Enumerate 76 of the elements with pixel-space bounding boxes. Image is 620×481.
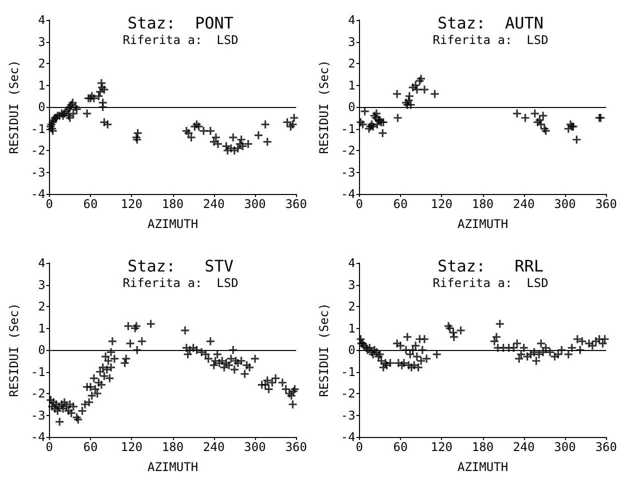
x-tick-label: 300 (244, 197, 266, 211)
x-tick-label: 120 (430, 440, 452, 454)
y-tick-label: 0 (348, 100, 356, 114)
y-tick-label: -2 (30, 386, 46, 400)
y-tick-label: -3 (30, 165, 46, 180)
y-tick-label: 1 (348, 78, 356, 92)
x-axis-title: AZIMUTH (147, 217, 198, 231)
x-tick-label: 180 (162, 440, 184, 454)
x-tick-label: 60 (393, 440, 408, 454)
chart-title: Staz: RRL (438, 256, 544, 276)
y-axis-title: RESIDUI (Sec) (7, 303, 21, 397)
x-tick-label: 300 (244, 440, 266, 454)
text: Riferita a: LSD (432, 276, 548, 290)
x-tick-label: 120 (120, 197, 142, 211)
y-tick-label: 2 (38, 300, 46, 314)
x-tick-label: 180 (472, 197, 494, 211)
y-tick-label: 0 (348, 343, 356, 357)
y-tick-label: 0 (38, 100, 46, 114)
y-tick-label: 2 (348, 300, 356, 314)
y-tick-label: 4 (348, 256, 356, 270)
x-tick-label: 60 (83, 197, 98, 211)
y-tick-label: -1 (30, 364, 46, 379)
chart-title: Staz: STV (128, 256, 234, 276)
y-tick-label: -1 (30, 122, 46, 136)
y-tick-label: 2 (38, 56, 46, 70)
y-tick-label: 1 (38, 321, 46, 336)
text: Riferita a: LSD (432, 33, 548, 47)
x-tick-label: 300 (554, 440, 576, 454)
y-tick-label: -3 (30, 408, 46, 422)
y-tick-label: 4 (348, 13, 356, 27)
x-tick-label: 180 (162, 197, 184, 211)
y-axis-title: RESIDUI (Sec) (317, 303, 331, 397)
y-tick-label: -4 (340, 430, 356, 444)
x-tick-label: 360 (595, 197, 618, 211)
x-tick-label: 360 (285, 440, 308, 454)
x-tick-label: 60 (393, 197, 408, 211)
y-tick-label: -1 (340, 364, 356, 379)
x-tick-label: 60 (83, 440, 98, 454)
x-tick-label: 360 (595, 440, 618, 454)
x-tick-label: 360 (285, 197, 308, 211)
chart-title: Staz: AUTN (438, 14, 544, 32)
y-axis-title: RESIDUI (Sec) (317, 60, 331, 154)
x-axis-title: AZIMUTH (457, 217, 508, 231)
x-tick-label: 240 (513, 197, 535, 211)
y-tick-label: -2 (340, 144, 356, 158)
y-tick-label: -1 (340, 122, 356, 136)
x-tick-label: 120 (120, 440, 142, 454)
y-tick-label: 0 (38, 343, 46, 357)
y-tick-label: 2 (348, 56, 356, 70)
y-tick-label: -3 (340, 165, 356, 180)
y-tick-label: -4 (340, 187, 356, 201)
y-axis-title: RESIDUI (Sec) (7, 60, 21, 154)
y-tick-label: 3 (38, 278, 46, 292)
y-tick-label: 3 (348, 278, 356, 292)
x-axis-title: AZIMUTH (147, 460, 198, 474)
x-tick-label: 180 (472, 440, 494, 454)
x-axis-title: AZIMUTH (457, 460, 508, 474)
y-tick-label: -3 (340, 408, 356, 422)
y-tick-label: 3 (38, 34, 46, 49)
y-tick-label: 1 (348, 321, 356, 336)
y-tick-label: -4 (30, 187, 46, 201)
y-tick-label: 1 (38, 78, 46, 92)
x-tick-label: 240 (203, 197, 225, 211)
y-tick-label: -2 (340, 386, 356, 400)
x-tick-label: 120 (430, 197, 452, 211)
y-tick-label: 4 (38, 256, 46, 270)
y-tick-label: -2 (30, 144, 46, 158)
text: Riferita a: LSD (122, 276, 238, 290)
chart-title: Staz: PONT (128, 14, 234, 32)
x-tick-label: 240 (203, 440, 225, 454)
y-tick-label: -4 (30, 430, 46, 444)
y-tick-label: 3 (348, 34, 356, 49)
x-tick-label: 300 (554, 197, 576, 211)
y-tick-label: 4 (38, 13, 46, 27)
text: Riferita a: LSD (122, 33, 238, 47)
x-tick-label: 240 (513, 440, 535, 454)
